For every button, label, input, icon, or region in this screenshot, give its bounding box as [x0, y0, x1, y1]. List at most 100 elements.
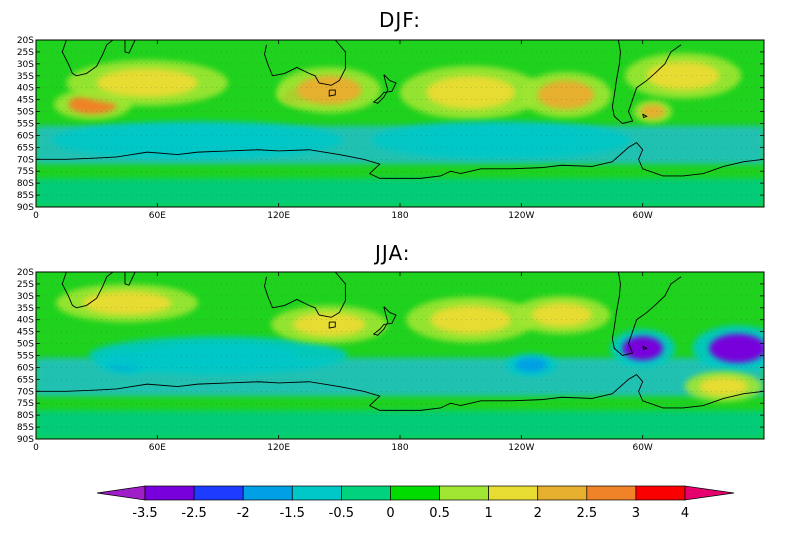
lat-tick-label: 60S — [17, 131, 34, 141]
colorbar-label: 2 — [534, 506, 542, 521]
coastline — [611, 40, 682, 124]
anomaly-cool — [106, 128, 289, 153]
anomaly-warm — [537, 80, 595, 110]
anomaly-warm — [646, 61, 720, 91]
field-layer — [36, 40, 764, 207]
anomaly-cool — [420, 128, 582, 153]
coastline — [372, 306, 397, 336]
coastline — [124, 40, 136, 54]
field-antarctic-band — [36, 178, 764, 207]
colorbar-box — [537, 485, 588, 501]
lat-tick-label: 30S — [17, 292, 34, 302]
coastline — [328, 321, 336, 329]
anomaly-warm — [640, 104, 665, 119]
lon-tick-label: 120W — [508, 211, 534, 221]
lat-tick-label: 70S — [17, 387, 34, 397]
colorbar-box — [488, 485, 539, 501]
lon-tick-label: 120E — [267, 211, 290, 221]
lat-tick-label: 85S — [17, 191, 34, 201]
lat-tick-label: 40S — [17, 84, 34, 94]
lat-tick-label: 55S — [17, 120, 34, 130]
lat-tick-label: 75S — [17, 167, 34, 177]
lat-tick-label: 90S — [17, 435, 34, 445]
coastline — [264, 40, 346, 86]
lat-tick-label: 30S — [17, 60, 34, 70]
colorbar-box — [586, 485, 637, 501]
lat-tick-label: 20S — [17, 268, 34, 278]
colorbar-box — [390, 485, 440, 501]
anomaly-warm — [82, 291, 172, 315]
lat-tick-label: 55S — [17, 352, 34, 362]
colorbar-label: 1 — [484, 506, 492, 521]
lat-tick-label: 25S — [17, 48, 34, 58]
coastline — [61, 40, 114, 77]
anomaly-cool — [137, 343, 299, 368]
anomaly-warm — [531, 303, 593, 327]
lon-tick-label: 120E — [267, 443, 290, 453]
coastline — [642, 113, 648, 119]
lat-tick-label: 80S — [17, 411, 34, 421]
colorbar-arrow-left — [96, 485, 146, 501]
coastline — [264, 272, 346, 318]
colorbar-box — [635, 485, 686, 501]
colorbar-label: -1.5 — [280, 506, 305, 521]
anomaly-warm — [699, 376, 748, 397]
lon-tick-label: 120W — [508, 443, 534, 453]
coastline — [328, 89, 336, 97]
lat-tick-label: 35S — [17, 304, 34, 314]
lon-tick-label: 0 — [33, 211, 39, 221]
lon-tick-label: 180 — [391, 443, 408, 453]
coastline — [61, 272, 114, 309]
coastlines — [36, 272, 764, 411]
coastline — [642, 345, 648, 351]
coastline-antarctica — [36, 142, 764, 179]
lat-tick-label: 20S — [17, 36, 34, 46]
lon-tick-label: 180 — [391, 211, 408, 221]
colorbar: -3.5 -2.5 -2 -1.5 -0.5 0 0.5 1 2 2.5 3 4 — [96, 485, 735, 521]
coastline — [124, 272, 136, 286]
colorbar-box — [193, 485, 244, 501]
lat-tick-label: 65S — [17, 143, 34, 153]
coastline-antarctica — [36, 374, 764, 411]
anomaly-warm — [426, 75, 516, 110]
colorbar-label: -2 — [237, 506, 250, 521]
lat-tick-label: 85S — [17, 423, 34, 433]
lon-tick-label: 60E — [149, 443, 166, 453]
colorbar-label: 4 — [681, 506, 689, 521]
lat-tick-label: 65S — [17, 375, 34, 385]
lat-tick-label: 90S — [17, 203, 34, 213]
lat-tick-label: 70S — [17, 155, 34, 165]
lon-tick-label: 60W — [632, 443, 652, 453]
coastlines — [36, 40, 764, 179]
lon-tick-label: 0 — [33, 443, 39, 453]
lat-tick-label: 45S — [17, 328, 34, 338]
colorbar-label: -0.5 — [329, 506, 354, 521]
colorbar-label: 0.5 — [429, 506, 450, 521]
lat-tick-label: 50S — [17, 340, 34, 350]
lon-tick-label: 60W — [632, 211, 652, 221]
lat-tick-label: 75S — [17, 399, 34, 409]
panel-title-djf: DJF: — [379, 8, 421, 32]
colorbar-label: 3 — [632, 506, 640, 521]
coastline — [611, 272, 682, 356]
anomaly-cool — [709, 334, 764, 363]
colorbar-box — [439, 485, 489, 501]
colorbar-box — [341, 485, 391, 501]
field-antarctic-band — [36, 410, 764, 439]
lat-tick-label: 50S — [17, 108, 34, 118]
anomaly-cool — [515, 357, 548, 373]
lat-tick-label: 25S — [17, 280, 34, 290]
colorbar-label: 2.5 — [576, 506, 597, 521]
coastline — [372, 74, 397, 104]
lat-tick-label: 60S — [17, 363, 34, 373]
anomaly-warm — [96, 68, 198, 98]
colorbar-label: -2.5 — [181, 506, 206, 521]
lon-tick-label: 60E — [149, 211, 166, 221]
colorbar-box — [291, 485, 342, 501]
lat-tick-label: 40S — [17, 316, 34, 326]
anomaly-cool — [622, 336, 663, 361]
colorbar-box — [144, 485, 195, 501]
lat-tick-label: 35S — [17, 72, 34, 82]
